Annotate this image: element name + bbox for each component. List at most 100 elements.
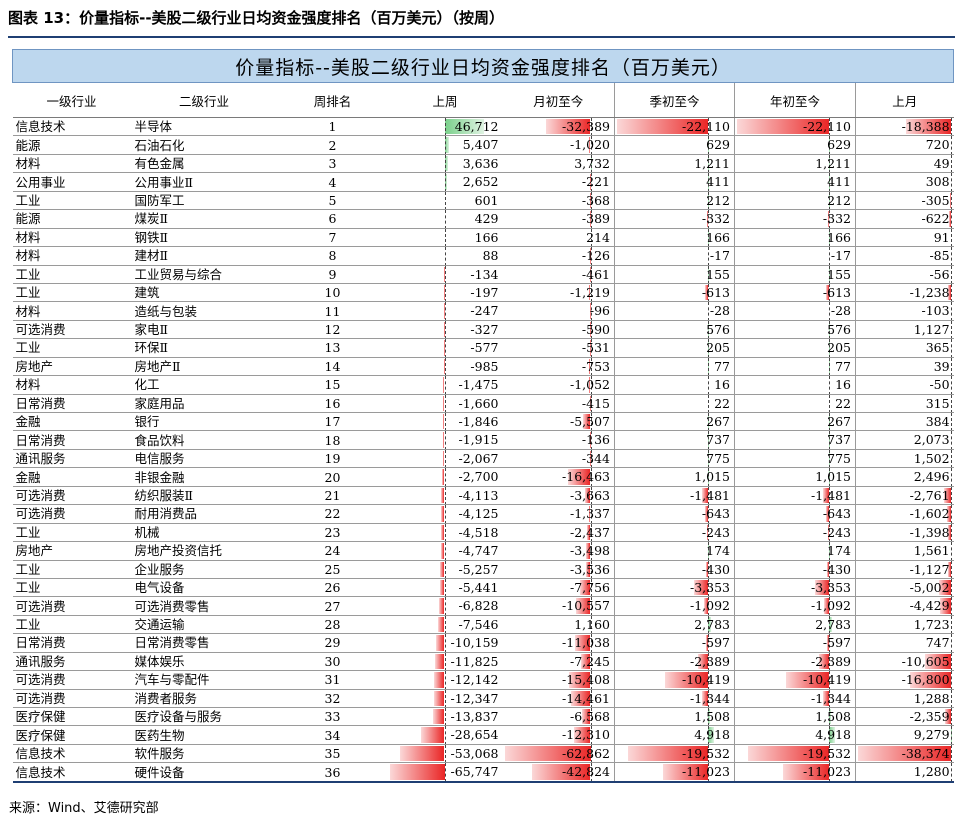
cell-week-rank: 31 <box>277 670 388 690</box>
cell-ytd: -243 <box>734 523 856 543</box>
cell-week-rank: 21 <box>277 486 388 506</box>
value-bar <box>389 764 445 780</box>
zero-axis <box>708 118 709 135</box>
cell-week-rank: 3 <box>277 154 388 174</box>
cell-week-rank: 6 <box>277 209 388 229</box>
cell-mtd: -136 <box>502 430 615 450</box>
cell-value: 212 <box>827 192 851 208</box>
value-bar <box>826 506 829 522</box>
cell-week-rank: 29 <box>277 633 388 653</box>
cell-ytd: -613 <box>734 283 856 303</box>
zero-axis <box>829 486 830 504</box>
table-title: 价量指标--美股二级行业日均资金强度排名（百万美元） <box>11 49 955 83</box>
zero-axis <box>708 708 709 725</box>
zero-axis <box>708 468 709 486</box>
cell-value: -415 <box>581 395 610 411</box>
cell-l1-industry: 可选消费 <box>12 670 131 690</box>
zero-axis <box>829 634 830 652</box>
zero-axis <box>444 763 446 780</box>
cell-value: -11,023 <box>682 764 730 780</box>
cell-value: -10,159 <box>450 635 499 651</box>
zero-axis <box>951 431 952 449</box>
cell-l2-industry: 半导体 <box>130 117 278 137</box>
cell-l1-industry: 金融 <box>12 412 131 432</box>
value-bar <box>706 561 708 577</box>
cell-week-rank: 26 <box>277 578 388 598</box>
cell-week-rank: 33 <box>277 707 388 727</box>
cell-lw: -53,068 <box>387 744 503 764</box>
cell-mtd: -415 <box>502 394 615 414</box>
cell-value: -134 <box>470 266 499 282</box>
cell-mtd: -3,663 <box>502 486 615 506</box>
cell-ytd: 1,015 <box>734 467 856 487</box>
cell-qtd: -1,344 <box>614 689 735 709</box>
cell-lm: -10,605 <box>855 652 954 672</box>
zero-axis <box>951 726 952 744</box>
table-row: 材料 建材Ⅱ 8 88 -126 -17 -17 -85 <box>12 246 954 266</box>
cell-value: 2,783 <box>694 616 730 632</box>
cell-l1-industry: 医疗保健 <box>12 725 131 745</box>
zero-axis <box>708 689 709 707</box>
cell-value: -56 <box>929 266 950 282</box>
zero-axis <box>829 560 830 578</box>
cell-week-rank: 12 <box>277 320 388 340</box>
cell-qtd: 166 <box>614 228 735 248</box>
cell-l2-industry: 可选消费零售 <box>130 596 278 616</box>
cell-value: 576 <box>827 321 851 337</box>
value-bar <box>827 211 829 227</box>
value-bar <box>444 137 450 153</box>
cell-value: -16,800 <box>901 672 950 688</box>
cell-value: -11,825 <box>450 653 499 669</box>
table-row: 信息技术 硬件设备 36 -65,747 -42,824 -11,023 -11,023 1,… <box>12 762 954 783</box>
cell-l2-industry: 非银金融 <box>130 467 278 487</box>
table-row: 可选消费 可选消费零售 27 -6,828 -10,557 -1,092 -1,092 -4,… <box>12 596 954 616</box>
cell-l2-industry: 钢铁Ⅱ <box>130 228 278 248</box>
value-bar <box>438 598 445 614</box>
zero-axis <box>829 191 830 209</box>
cell-mtd: -11,038 <box>502 633 615 653</box>
zero-axis <box>951 339 952 357</box>
cell-value: 2,496 <box>913 469 950 485</box>
cell-value: 155 <box>706 266 730 282</box>
table-row: 工业 环保Ⅱ 13 -577 -531 205 205 365 <box>12 338 954 358</box>
cell-l1-industry: 可选消费 <box>12 504 131 524</box>
zero-axis <box>951 191 952 209</box>
cell-lm: 747 <box>855 633 954 653</box>
table-row: 材料 化工 15 -1,475 -1,052 16 16 -50 <box>12 375 954 395</box>
cell-mtd: -1,219 <box>502 283 615 303</box>
zero-axis <box>829 615 830 633</box>
zero-axis <box>590 265 592 283</box>
cell-lm: 9,279 <box>855 725 954 745</box>
cell-l2-industry: 日常消费零售 <box>130 633 278 653</box>
zero-axis <box>444 376 446 394</box>
cell-value: -3,498 <box>569 543 610 559</box>
cell-ytd: 205 <box>734 338 856 358</box>
table-row: 能源 石油石化 2 5,407 -1,020 629 629 720 <box>12 135 954 155</box>
cell-lm: -38,374 <box>855 744 954 764</box>
cell-value: 16 <box>714 377 730 393</box>
cell-value: -2,700 <box>458 469 499 485</box>
value-bar <box>701 487 708 504</box>
value-bar <box>443 358 445 375</box>
zero-axis <box>444 615 446 633</box>
cell-l1-industry: 日常消费 <box>12 633 131 653</box>
cell-value: 775 <box>706 450 730 466</box>
cell-lw: -4,747 <box>387 541 503 561</box>
cell-value: -7,546 <box>458 616 499 632</box>
cell-mtd: -753 <box>502 357 615 377</box>
cell-l2-industry: 家电Ⅱ <box>130 320 278 340</box>
value-bar <box>938 579 951 596</box>
cell-value: -50 <box>929 377 950 393</box>
cell-value: 267 <box>706 414 730 429</box>
zero-axis <box>590 744 592 762</box>
cell-value: 737 <box>827 432 851 448</box>
cell-mtd: -3,498 <box>502 541 615 561</box>
cell-lw: 5,407 <box>387 135 503 155</box>
cell-qtd: -1,481 <box>614 486 735 506</box>
zero-axis <box>590 413 592 430</box>
fund-strength-table: 价量指标--美股二级行业日均资金强度排名（百万美元） 一级行业 二级行业 周排名… <box>11 49 955 783</box>
zero-axis <box>829 118 830 135</box>
value-bar <box>949 211 951 227</box>
zero-axis <box>444 560 446 578</box>
cell-value: -19,532 <box>682 745 730 761</box>
